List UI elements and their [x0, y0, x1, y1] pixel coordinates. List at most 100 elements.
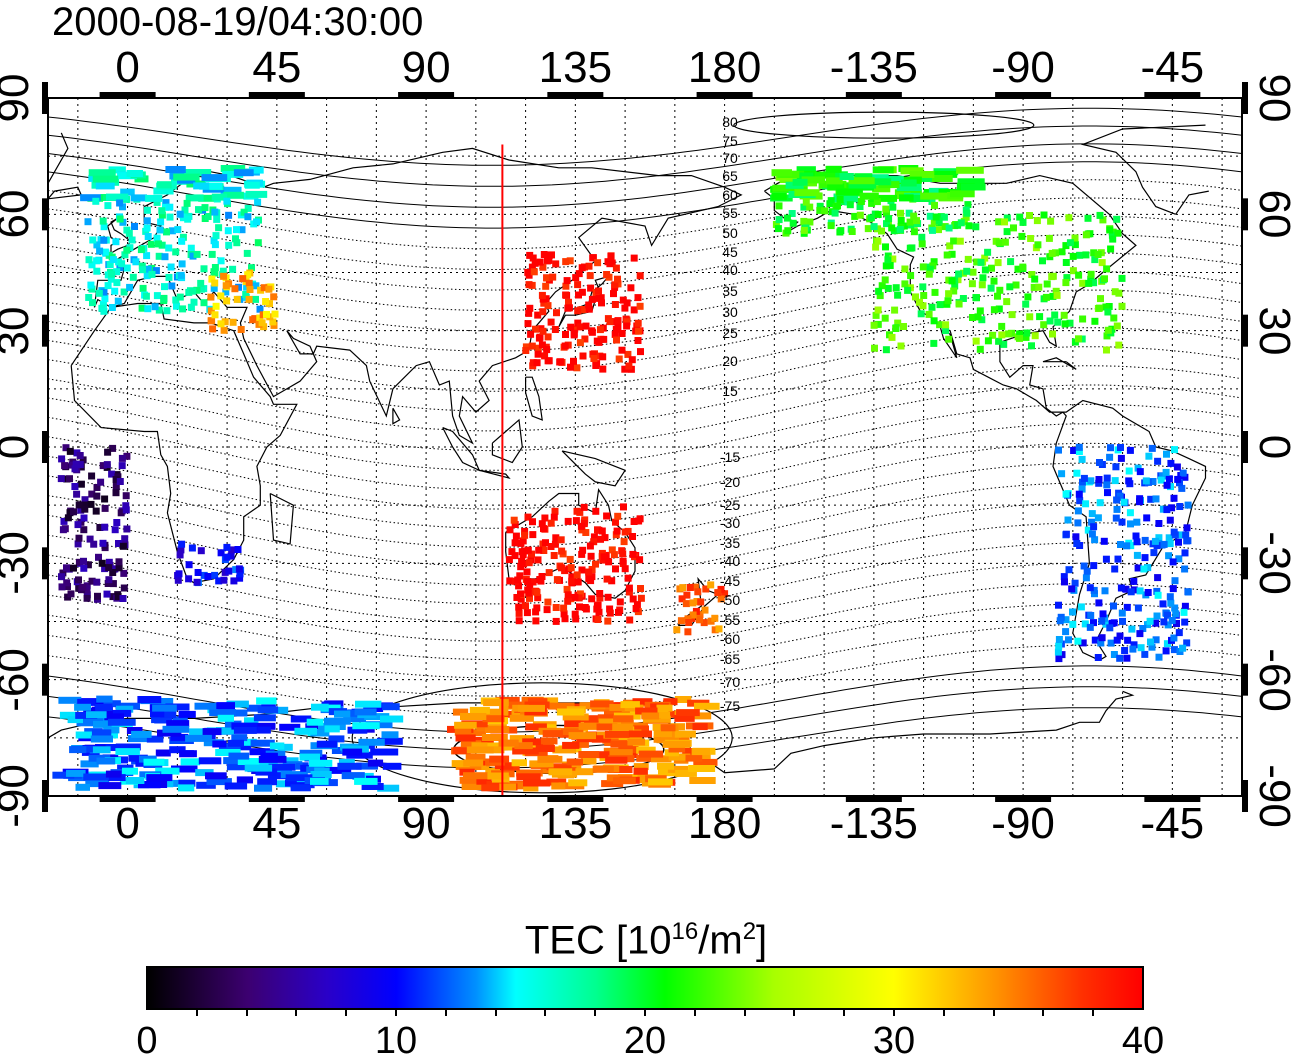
- tec-cell: [636, 746, 656, 754]
- tec-cell: [1173, 463, 1181, 471]
- tec-cell: [900, 167, 924, 175]
- tec-cell: [227, 552, 235, 560]
- tec-cell: [1048, 249, 1056, 257]
- colorbar-minor-tick: [594, 1008, 597, 1016]
- tec-cell: [96, 247, 104, 255]
- tec-cell: [95, 553, 102, 561]
- tec-cell: [836, 188, 863, 196]
- tec-cell: [1096, 499, 1104, 507]
- tec-cell: [451, 760, 470, 768]
- tec-cell: [1042, 293, 1050, 301]
- tec-cell: [1019, 218, 1027, 226]
- tec-cell: [634, 337, 642, 344]
- tec-cell: [90, 540, 98, 548]
- tec-cell: [1019, 263, 1027, 271]
- tec-cell: [590, 538, 598, 546]
- tec-cell: [578, 264, 586, 272]
- tec-cell: [1073, 540, 1081, 547]
- tec-cell: [919, 283, 927, 291]
- tec-cell: [232, 566, 240, 574]
- tec-cell: [85, 256, 93, 264]
- tec-cell: [1162, 647, 1170, 655]
- tec-cell: [211, 279, 219, 287]
- tec-cell: [1170, 634, 1178, 642]
- tec-cell: [257, 778, 277, 786]
- tec-cell: [169, 746, 186, 754]
- tec-cell: [1058, 651, 1066, 659]
- tec-cell: [115, 558, 123, 566]
- tec-cell: [932, 175, 953, 182]
- tec-cell: [1155, 534, 1163, 542]
- contour-label: 30: [722, 304, 738, 320]
- tec-cell: [1095, 476, 1103, 483]
- tec-cell: [919, 302, 927, 310]
- colorbar-label-close: ]: [756, 918, 768, 963]
- tec-cell: [138, 262, 146, 270]
- tec-cell: [224, 227, 232, 235]
- tec-cell: [1028, 342, 1035, 350]
- tec-cell: [167, 263, 175, 271]
- tec-cell: [551, 326, 559, 333]
- tec-cell: [454, 721, 477, 729]
- tec-cell: [1098, 634, 1106, 642]
- tec-cell: [1116, 654, 1124, 662]
- tec-cell: [957, 219, 965, 227]
- north-pole-contour: [733, 111, 1035, 139]
- tec-cell: [511, 552, 519, 560]
- frame-tick: [1144, 92, 1201, 98]
- tec-cell: [103, 461, 111, 469]
- tec-cell: [564, 597, 572, 605]
- tec-cell: [92, 175, 119, 183]
- tec-cell: [88, 472, 96, 480]
- tec-cell: [1137, 644, 1145, 652]
- tec-cell: [1153, 612, 1161, 620]
- tec-cell: [606, 605, 614, 613]
- colorbar: [146, 966, 1144, 1010]
- tec-cell: [79, 456, 87, 464]
- tec-cell: [544, 302, 552, 310]
- tec-cell: [594, 259, 602, 267]
- tec-cell: [595, 287, 602, 295]
- tec-cell: [942, 327, 950, 335]
- tec-cell: [964, 255, 972, 263]
- tec-cell: [126, 170, 143, 177]
- tec-cell: [998, 331, 1006, 339]
- tec-cell: [978, 316, 986, 324]
- tec-cell: [370, 748, 399, 756]
- tec-cell: [222, 282, 230, 290]
- tec-cell: [882, 346, 890, 354]
- tec-cell: [912, 293, 919, 301]
- tec-cell: [122, 767, 138, 775]
- tec-cell: [633, 601, 641, 609]
- colorbar-tick-label: 20: [623, 1020, 667, 1062]
- tec-cell: [1051, 311, 1059, 319]
- tec-cell: [1170, 528, 1178, 536]
- tec-cell: [1080, 562, 1088, 570]
- tec-cell: [127, 735, 149, 743]
- tec-cell: [107, 718, 136, 726]
- tec-cell: [122, 506, 130, 514]
- colorbar-minor-tick: [544, 1008, 547, 1016]
- tec-cell: [1134, 564, 1142, 572]
- tec-cell: [254, 239, 262, 247]
- tec-cell: [88, 577, 96, 585]
- tec-cell: [290, 784, 311, 792]
- tec-cell: [517, 590, 524, 598]
- tec-cell: [522, 347, 530, 354]
- tec-cell: [788, 210, 796, 217]
- frame-tick: [995, 796, 1052, 802]
- tec-cell: [143, 224, 151, 232]
- tec-cell: [1040, 211, 1048, 219]
- tec-cell: [1095, 304, 1103, 312]
- bottom-tick-label: 45: [252, 799, 302, 848]
- tec-cell: [926, 212, 934, 220]
- tec-cell: [110, 769, 134, 777]
- tec-cell: [579, 352, 587, 360]
- tec-cell: [657, 762, 675, 770]
- tec-cell: [184, 169, 212, 176]
- tec-cell: [806, 218, 814, 226]
- tec-cell: [481, 742, 508, 750]
- tec-cell: [260, 323, 268, 331]
- tec-cell: [80, 526, 88, 534]
- tec-cell: [598, 527, 606, 535]
